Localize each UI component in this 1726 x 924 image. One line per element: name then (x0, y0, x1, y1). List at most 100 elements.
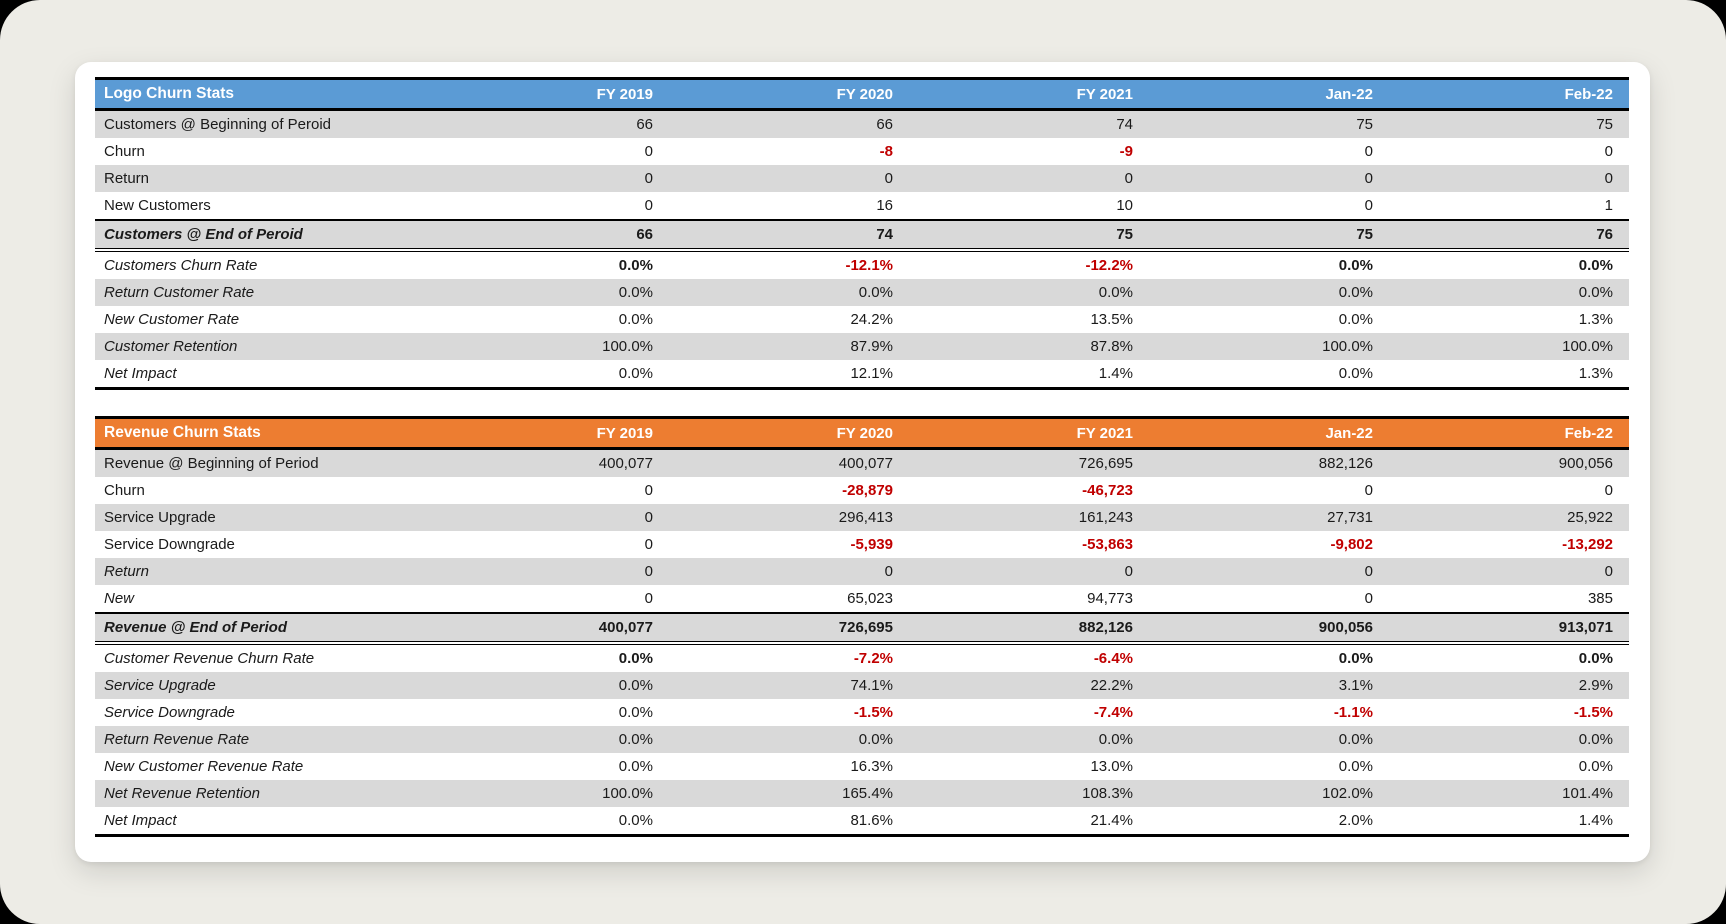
value-cell[interactable]: 100.0% (1562, 338, 1613, 355)
value-cell[interactable]: 0.0% (618, 311, 653, 328)
value-cell[interactable]: 66 (636, 116, 653, 133)
value-cell[interactable]: 101.4% (1562, 785, 1613, 802)
row-label-cell[interactable]: Revenue @ End of Period (95, 612, 429, 645)
row-label-cell[interactable]: Customer Retention (104, 338, 238, 355)
value-cell[interactable]: 74.1% (850, 677, 893, 694)
value-cell[interactable]: 10 (1116, 197, 1133, 214)
value-cell[interactable]: 0 (1604, 143, 1613, 160)
value-cell[interactable]: 0.0% (858, 284, 893, 301)
value-cell[interactable]: -7.2% (853, 650, 893, 667)
value-cell[interactable]: -13,292 (1562, 536, 1613, 553)
column-header-cell[interactable]: Feb-22 (1389, 78, 1629, 111)
value-cell[interactable]: 75 (909, 219, 1149, 252)
value-cell[interactable]: 0 (644, 563, 653, 580)
value-cell[interactable]: 0 (644, 536, 653, 553)
value-cell[interactable]: 0.0% (1338, 731, 1373, 748)
row-label-cell[interactable]: Net Revenue Retention (104, 785, 260, 802)
row-label-cell[interactable]: Customers Churn Rate (104, 257, 258, 274)
value-cell[interactable]: 0 (644, 590, 653, 607)
row-label-cell[interactable]: New Customer Revenue Rate (104, 758, 304, 775)
row-label-cell[interactable]: Net Impact (104, 365, 177, 382)
value-cell[interactable]: 400,077 (598, 455, 653, 472)
value-cell[interactable]: 161,243 (1078, 509, 1133, 526)
value-cell[interactable]: 102.0% (1322, 785, 1373, 802)
row-label-cell[interactable]: Return (104, 563, 150, 580)
value-cell[interactable]: 75 (1596, 116, 1613, 133)
value-cell[interactable]: -1.5% (853, 704, 893, 721)
value-cell[interactable]: 900,056 (1149, 612, 1389, 645)
row-label-cell[interactable]: Service Upgrade (104, 677, 216, 694)
column-header-cell[interactable]: FY 2021 (909, 78, 1149, 111)
value-cell[interactable]: 100.0% (602, 338, 653, 355)
value-cell[interactable]: -12.2% (1085, 257, 1133, 274)
value-cell[interactable]: 0.0% (618, 284, 653, 301)
value-cell[interactable]: 400,077 (429, 612, 669, 645)
value-cell[interactable]: 0 (1364, 482, 1373, 499)
value-cell[interactable]: 22.2% (1090, 677, 1133, 694)
value-cell[interactable]: 0.0% (618, 650, 653, 667)
value-cell[interactable]: 75 (1149, 219, 1389, 252)
value-cell[interactable]: 75 (1356, 116, 1373, 133)
row-label-cell[interactable]: Return (104, 170, 150, 187)
value-cell[interactable]: 16.3% (850, 758, 893, 775)
column-header-cell[interactable]: FY 2020 (669, 78, 909, 111)
column-header-cell[interactable]: FY 2019 (429, 78, 669, 111)
row-label-cell[interactable]: Service Downgrade (104, 704, 235, 721)
value-cell[interactable]: 100.0% (1322, 338, 1373, 355)
value-cell[interactable]: 0 (1124, 170, 1133, 187)
value-cell[interactable]: 1.3% (1578, 365, 1613, 382)
column-header-cell[interactable]: Jan-22 (1149, 417, 1389, 450)
value-cell[interactable]: 0.0% (1338, 311, 1373, 328)
value-cell[interactable]: 87.8% (1090, 338, 1133, 355)
value-cell[interactable]: -7.4% (1093, 704, 1133, 721)
value-cell[interactable]: 0.0% (1098, 284, 1133, 301)
value-cell[interactable]: 0 (1604, 482, 1613, 499)
value-cell[interactable]: 76 (1389, 219, 1629, 252)
table-title-cell[interactable]: Revenue Churn Stats (95, 417, 429, 450)
value-cell[interactable]: 66 (876, 116, 893, 133)
row-label-cell[interactable]: Customers @ End of Peroid (95, 219, 429, 252)
value-cell[interactable]: 0.0% (1338, 365, 1373, 382)
value-cell[interactable]: -1.1% (1333, 704, 1373, 721)
value-cell[interactable]: 0.0% (1338, 650, 1373, 667)
value-cell[interactable]: 726,695 (1078, 455, 1133, 472)
row-label-cell[interactable]: New Customers (104, 197, 211, 214)
value-cell[interactable]: 0.0% (858, 731, 893, 748)
value-cell[interactable]: 21.4% (1090, 812, 1133, 829)
value-cell[interactable]: 0.0% (1338, 284, 1373, 301)
value-cell[interactable]: 0.0% (1578, 650, 1613, 667)
value-cell[interactable]: 0 (884, 170, 893, 187)
value-cell[interactable]: 0.0% (1578, 731, 1613, 748)
row-label-cell[interactable]: Churn (104, 143, 145, 160)
value-cell[interactable]: 0.0% (618, 365, 653, 382)
row-label-cell[interactable]: Churn (104, 482, 145, 499)
value-cell[interactable]: 0 (1364, 197, 1373, 214)
column-header-cell[interactable]: FY 2019 (429, 417, 669, 450)
column-header-cell[interactable]: FY 2021 (909, 417, 1149, 450)
row-label-cell[interactable]: Revenue @ Beginning of Period (104, 455, 319, 472)
value-cell[interactable]: -6.4% (1093, 650, 1133, 667)
value-cell[interactable]: 0 (1604, 170, 1613, 187)
column-header-cell[interactable]: FY 2020 (669, 417, 909, 450)
value-cell[interactable]: 1.4% (1098, 365, 1133, 382)
value-cell[interactable]: 0 (1364, 170, 1373, 187)
value-cell[interactable]: 0 (1604, 563, 1613, 580)
value-cell[interactable]: -12.1% (845, 257, 893, 274)
value-cell[interactable]: 882,126 (909, 612, 1149, 645)
value-cell[interactable]: 1.3% (1578, 311, 1613, 328)
value-cell[interactable]: 882,126 (1318, 455, 1373, 472)
value-cell[interactable]: 66 (429, 219, 669, 252)
value-cell[interactable]: 0.0% (1578, 257, 1613, 274)
value-cell[interactable]: 0 (644, 170, 653, 187)
value-cell[interactable]: 0.0% (618, 704, 653, 721)
row-label-cell[interactable]: New Customer Rate (104, 311, 240, 328)
value-cell[interactable]: 0.0% (1578, 284, 1613, 301)
value-cell[interactable]: 913,071 (1389, 612, 1629, 645)
value-cell[interactable]: 0 (644, 197, 653, 214)
value-cell[interactable]: 165.4% (842, 785, 893, 802)
value-cell[interactable]: 0.0% (1338, 758, 1373, 775)
value-cell[interactable]: 100.0% (602, 785, 653, 802)
value-cell[interactable]: 0 (1124, 563, 1133, 580)
value-cell[interactable]: 0 (644, 482, 653, 499)
value-cell[interactable]: 0.0% (1338, 257, 1373, 274)
